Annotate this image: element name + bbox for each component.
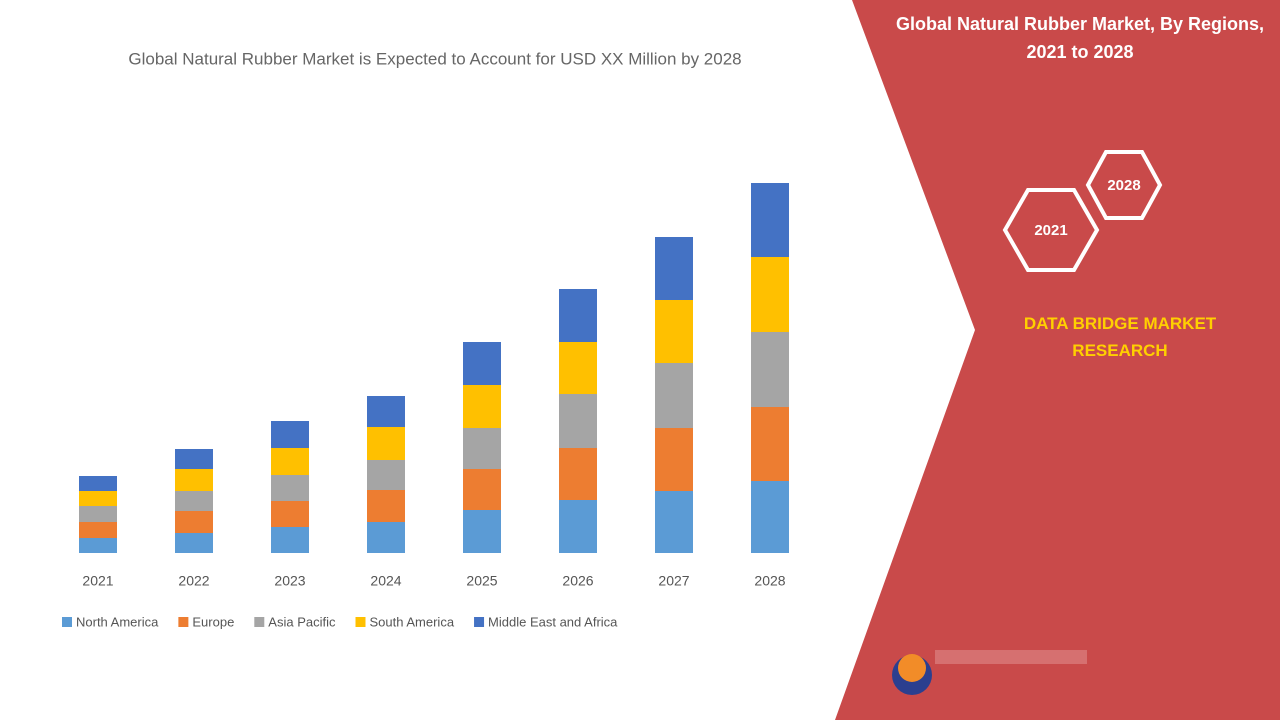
legend-label: South America (370, 614, 455, 629)
brand-box: DATA BRIDGE MARKET RESEARCH (1023, 314, 1217, 360)
side-panel (835, 0, 1280, 720)
chart-title: Global Natural Rubber Market is Expected… (128, 49, 741, 68)
bar-segment (79, 491, 117, 506)
bar-segment (79, 538, 117, 553)
bar-segment (655, 237, 693, 300)
bar-segment (367, 522, 405, 553)
bar-segment (655, 491, 693, 553)
hexagon (1002, 188, 1100, 272)
x-tick-label: 2027 (658, 573, 689, 589)
hex-label: 2021 (1034, 222, 1067, 239)
logo-text (935, 650, 1087, 664)
bar-segment (175, 533, 213, 553)
bar-segment (367, 427, 405, 460)
legend-swatch (178, 617, 189, 627)
legend-label: Europe (192, 614, 234, 629)
legend-label: Middle East and Africa (488, 614, 618, 629)
bar-segment (559, 448, 597, 500)
bar-segment (751, 407, 789, 481)
bar-segment (559, 342, 597, 394)
bar-segment (271, 475, 309, 501)
legend-swatch (62, 617, 72, 627)
bar-segment (463, 342, 501, 385)
x-tick-label: 2025 (466, 573, 497, 589)
x-tick-label: 2024 (370, 573, 401, 589)
bar-segment (175, 469, 213, 491)
bar-segment (559, 394, 597, 448)
panel-title: Global Natural Rubber Market, By Regions… (895, 14, 1265, 62)
legend-swatch (474, 617, 485, 627)
hexagon (1085, 150, 1163, 220)
bar-segment (463, 510, 501, 553)
bar-segment (175, 491, 213, 511)
bar-segment (175, 511, 213, 533)
x-tick-label: 2028 (754, 573, 785, 589)
bar-segment (271, 527, 309, 553)
legend-swatch (355, 617, 366, 627)
bar-segment (79, 522, 117, 538)
panel-title-box: Global Natural Rubber Market, By Regions… (895, 14, 1265, 62)
legend-label: North America (76, 614, 159, 629)
bar-segment (751, 183, 789, 257)
bar-segment (655, 300, 693, 363)
bar-segment (751, 257, 789, 332)
x-tick-label: 2021 (82, 573, 113, 589)
bar-segment (367, 396, 405, 427)
bar-segment (79, 476, 117, 491)
bar-segment (271, 448, 309, 475)
bar-segment (79, 506, 117, 522)
hex-label: 2028 (1107, 177, 1140, 194)
bar-segment (655, 363, 693, 428)
bar-segment (559, 289, 597, 342)
brand: DATA BRIDGE MARKET RESEARCH (1023, 314, 1217, 360)
bar-segment (271, 501, 309, 527)
x-tick-label: 2022 (178, 573, 209, 589)
bar-segment (559, 500, 597, 553)
bar-segment (463, 428, 501, 469)
bar-segment (655, 428, 693, 491)
bar-segment (367, 460, 405, 490)
bar-segment (751, 481, 789, 553)
bar-segment (463, 469, 501, 510)
logo (898, 654, 926, 682)
bar-segment (463, 385, 501, 428)
bar-segment (367, 490, 405, 522)
legend-swatch (254, 617, 265, 627)
x-tick-label: 2026 (562, 573, 593, 589)
bar-segment (271, 421, 309, 448)
legend-label: Asia Pacific (268, 614, 336, 629)
x-tick-label: 2023 (274, 573, 305, 589)
bar-segment (175, 449, 213, 469)
bar-segment (751, 332, 789, 407)
